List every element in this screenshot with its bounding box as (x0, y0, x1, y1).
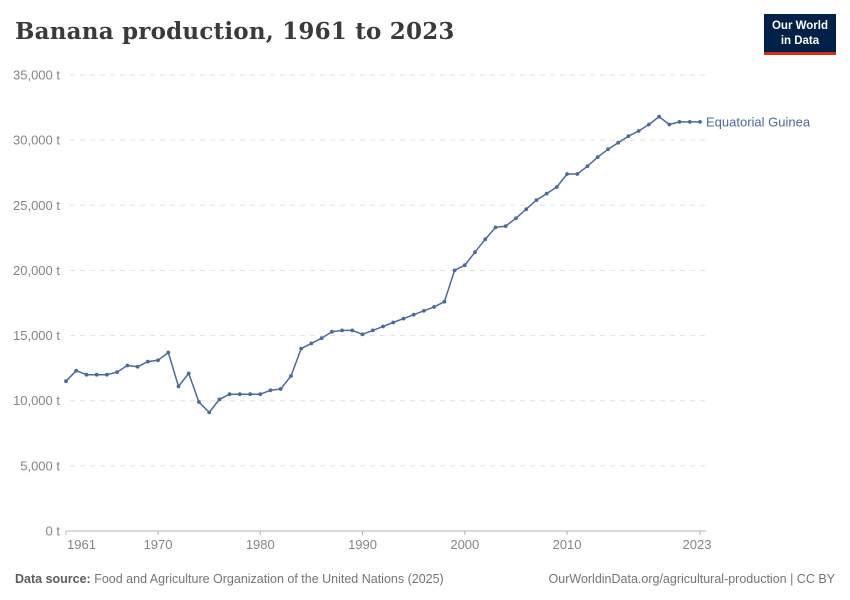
series-line[interactable] (65, 115, 700, 414)
svg-text:2010: 2010 (553, 537, 582, 552)
svg-text:2000: 2000 (450, 537, 479, 552)
series-entity-label[interactable]: Equatorial Guinea (706, 114, 811, 129)
data-source-note: Data source: Food and Agriculture Organi… (15, 572, 444, 586)
owid-logo-line2: in Data (780, 34, 820, 47)
owid-logo-line1: Our World (771, 20, 828, 32)
footer-credit-link[interactable]: OurWorldinData.org/agricultural-producti… (548, 572, 835, 586)
x-axis: 1961 1970 1980 1990 2000 2010 2023 (65, 530, 712, 552)
svg-text:1961: 1961 (67, 537, 96, 552)
chart-title: Banana production, 1961 to 2023 (15, 18, 455, 45)
y-axis-labels: 0 t 5,000 t 10,000 t 15,000 t 20,000 t 25,000… (13, 68, 60, 539)
svg-text:0 t: 0 t (46, 524, 61, 539)
data-source-label: Data source: (15, 572, 91, 586)
svg-text:5,000 t: 5,000 t (20, 458, 60, 473)
svg-text:1970: 1970 (144, 537, 173, 552)
series-markers (64, 114, 702, 415)
svg-text:35,000 t: 35,000 t (13, 68, 60, 83)
svg-text:1990: 1990 (348, 537, 377, 552)
data-source-text: Food and Agriculture Organization of the… (90, 572, 444, 586)
svg-text:25,000 t: 25,000 t (13, 198, 60, 213)
svg-text:1980: 1980 (246, 537, 275, 552)
chart-footer: Data source: Food and Agriculture Organi… (15, 572, 835, 586)
svg-text:10,000 t: 10,000 t (13, 393, 60, 408)
y-gridlines (70, 74, 706, 467)
owid-logo[interactable]: Our World in Data (763, 14, 836, 55)
svg-text:20,000 t: 20,000 t (13, 263, 60, 278)
svg-text:15,000 t: 15,000 t (13, 328, 60, 343)
svg-text:30,000 t: 30,000 t (13, 133, 60, 148)
svg-text:2023: 2023 (683, 537, 712, 552)
